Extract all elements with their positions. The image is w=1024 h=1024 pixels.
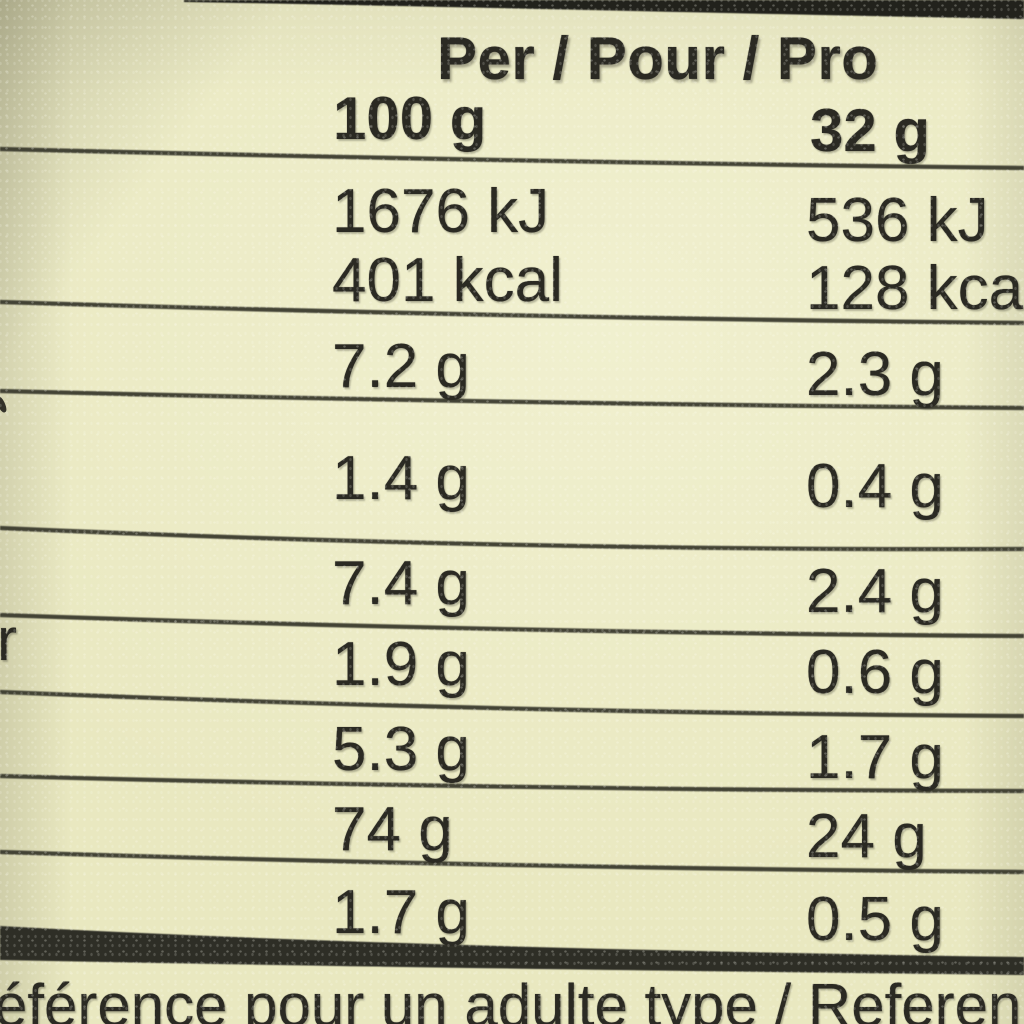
value-row9-per32g: 0.5 g [806,885,944,954]
row-separator-saturates [0,525,1024,552]
value-row4-per32g: 0.4 g [806,452,944,521]
value-row3-per100g: 7.2 g [332,332,470,401]
left-edge-letter-fragment: r [0,606,17,673]
value-row6-per32g: 0.6 g [806,638,944,707]
value-energy-kcal-per100g: 401 kcal [332,246,563,315]
value-row4-per100g: 1.4 g [332,444,470,513]
column-header-per-100g: 100 g [333,85,487,152]
value-energy-kj-per32g: 536 kJ [806,186,989,255]
value-row3-per32g: 2.3 g [806,340,944,409]
value-energy-kj-per100g: 1676 kJ [332,177,550,246]
value-row5-per32g: 2.4 g [806,557,944,626]
left-edge-glyph-fragment [0,395,9,414]
footer-reference-text: éférence pour un adulte type / Referen [0,972,1022,1024]
value-row7-per32g: 1.7 g [806,723,944,792]
value-row5-per100g: 7.4 g [332,549,470,618]
value-energy-kcal-per32g: 128 kcal [806,254,1024,323]
value-row8-per100g: 74 g [332,795,453,864]
jar-top-edge-band [184,0,1024,19]
value-row6-per100g: 1.9 g [332,630,470,699]
value-row9-per100g: 1.7 g [332,878,470,947]
column-header-per-32g: 32 g [810,97,931,164]
table-header-title: Per / Pour / Pro [437,25,879,92]
value-row8-per32g: 24 g [806,802,927,871]
value-row7-per100g: 5.3 g [332,715,470,784]
